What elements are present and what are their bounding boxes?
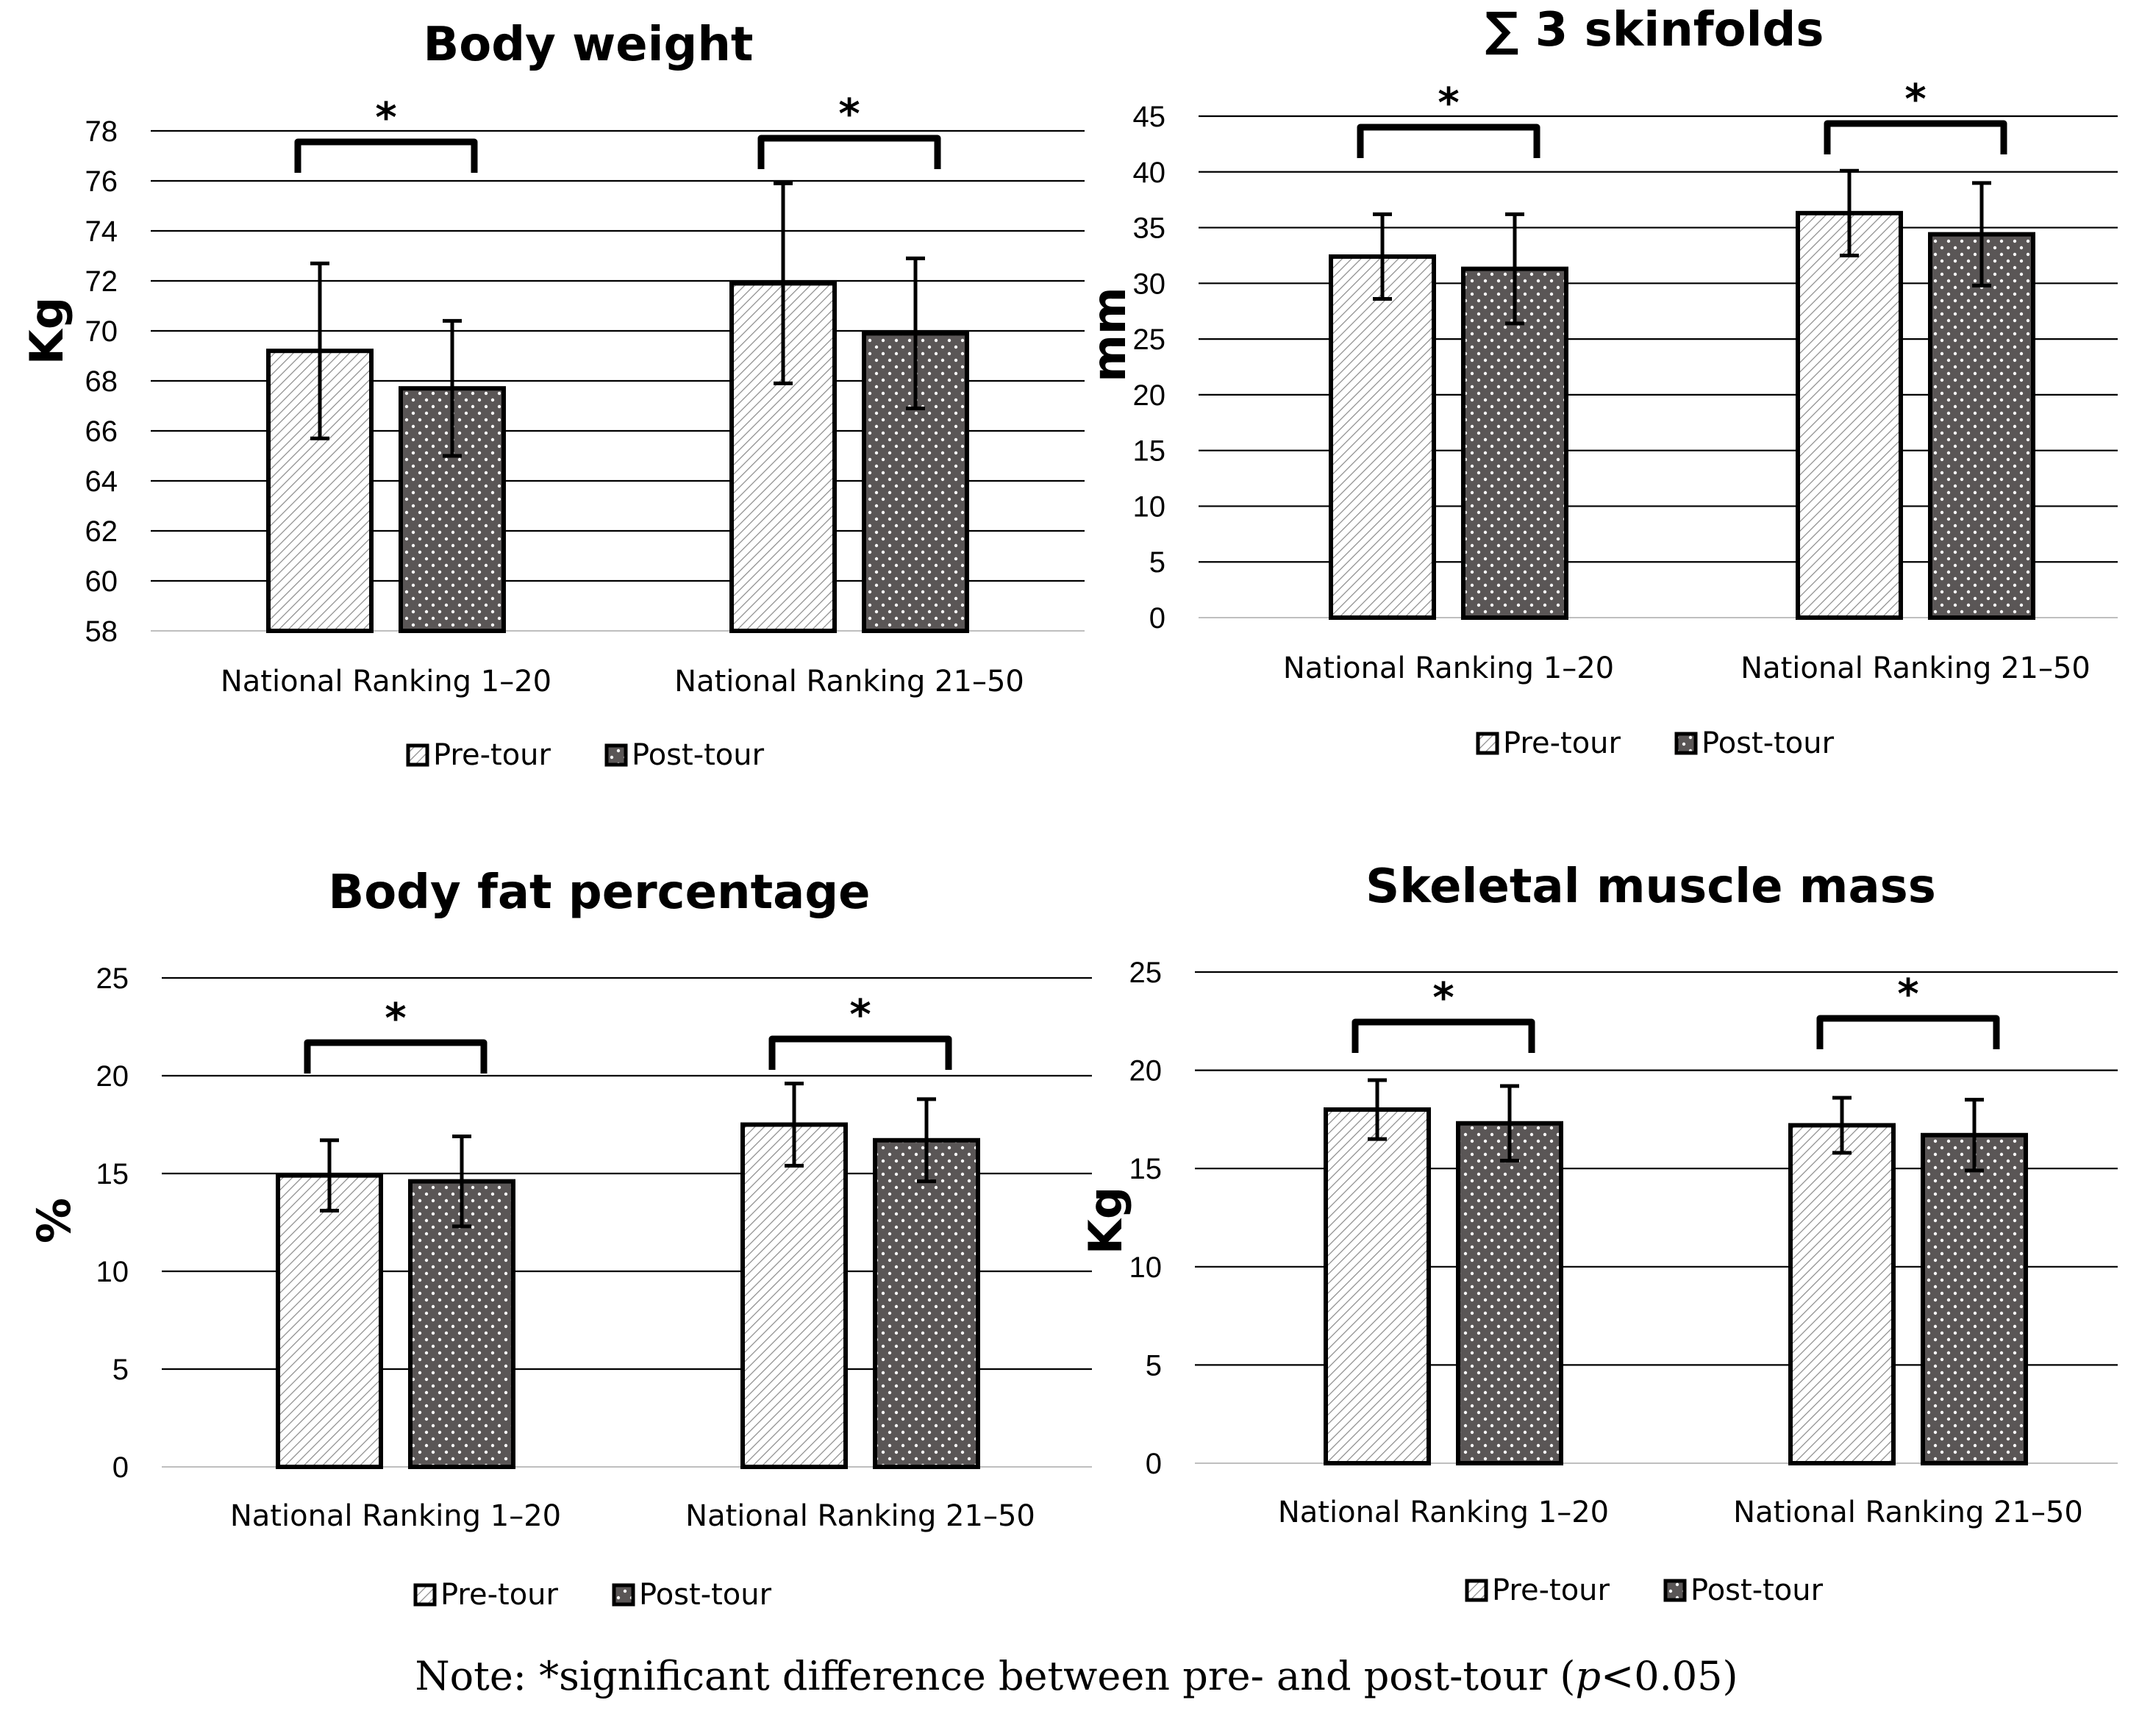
y-tick-label: 0 (113, 1451, 129, 1484)
post-tour-bar (873, 1137, 980, 1470)
y-tick-label: 30 (1133, 268, 1166, 300)
legend-swatch-post-tour (1674, 732, 1698, 755)
y-tick-label: 58 (85, 615, 118, 648)
y-tick-label: 5 (113, 1354, 129, 1386)
y-tick-label: 15 (1129, 1153, 1163, 1185)
y-axis-label: % (27, 1198, 81, 1243)
y-tick-label: 64 (85, 465, 118, 498)
legend-label-pre-tour: Pre-tour (433, 738, 551, 772)
significance-star: * (385, 995, 406, 1043)
y-tick-label: 25 (1129, 957, 1163, 989)
significance-star: * (838, 90, 860, 138)
y-tick-label: 68 (85, 365, 118, 398)
category-label: National Ranking 21–50 (1740, 651, 2090, 685)
legend-swatch-pre-tour (413, 1583, 437, 1607)
legend-label-pre-tour: Pre-tour (440, 1578, 559, 1612)
y-axis-label: Kg (1079, 1187, 1132, 1254)
y-tick-label: 10 (96, 1256, 129, 1288)
legend-swatch-post-tour (1663, 1579, 1687, 1602)
category-label: National Ranking 1–20 (230, 1499, 561, 1533)
legend-swatch-post-tour (604, 743, 628, 767)
y-tick-label: 70 (85, 315, 118, 348)
y-tick-label: 62 (85, 515, 118, 548)
y-tick-label: 25 (96, 962, 129, 995)
y-tick-label: 10 (1133, 490, 1166, 523)
y-tick-label: 20 (96, 1060, 129, 1093)
category-label: National Ranking 21–50 (1733, 1496, 2083, 1529)
chart-title-3: Skeletal muscle mass (1365, 860, 1936, 914)
significance-bracket (304, 1039, 488, 1074)
significance-bracket (1816, 1015, 2000, 1049)
y-tick-label: 25 (1133, 324, 1166, 356)
y-tick-label: 20 (1133, 379, 1166, 412)
significance-star: * (375, 94, 396, 142)
chart-title-0: Body weight (424, 18, 754, 72)
chart-title-2: Body fat percentage (328, 865, 870, 920)
legend-label-pre-tour: Pre-tour (1503, 726, 1621, 760)
pre-tour-bar (276, 1173, 383, 1470)
legend-label-post-tour: Post-tour (632, 738, 765, 772)
y-tick-label: 78 (85, 115, 118, 148)
y-tick-label: 5 (1146, 1349, 1162, 1382)
post-tour-bar (1461, 266, 1568, 620)
y-tick-label: 10 (1129, 1251, 1163, 1284)
p-value-symbol: p (1575, 1653, 1602, 1699)
category-label: National Ranking 1–20 (221, 665, 551, 699)
y-axis-label: mm (1082, 287, 1136, 382)
legend-swatch-pre-tour (1465, 1579, 1488, 1602)
pre-tour-bar (1788, 1123, 1896, 1466)
post-tour-bar (862, 331, 969, 633)
y-tick-label: 72 (85, 265, 118, 298)
category-label: National Ranking 21–50 (685, 1499, 1035, 1533)
post-tour-bar (1921, 1132, 2028, 1465)
significance-star: * (849, 991, 871, 1039)
y-tick-label: 0 (1149, 602, 1165, 635)
legend-label-post-tour: Post-tour (1702, 726, 1835, 760)
significance-star: * (1897, 971, 1918, 1018)
legend-label-post-tour: Post-tour (639, 1578, 772, 1612)
pre-tour-bar (740, 1122, 848, 1469)
y-tick-label: 66 (85, 415, 118, 448)
y-tick-label: 20 (1129, 1055, 1163, 1087)
y-tick-label: 15 (96, 1158, 129, 1190)
y-tick-label: 74 (85, 215, 118, 248)
significance-star: * (1432, 974, 1454, 1022)
figure-note: Note: *significant difference between pr… (415, 1653, 1738, 1699)
significance-bracket (1352, 1018, 1535, 1053)
category-label: National Ranking 1–20 (1278, 1496, 1609, 1529)
significance-bracket (757, 135, 941, 169)
pre-tour-bar (1329, 254, 1436, 620)
significance-star: * (1904, 76, 1926, 124)
significance-bracket (1357, 124, 1540, 158)
y-tick-label: 76 (85, 165, 118, 198)
y-tick-label: 45 (1133, 101, 1166, 133)
significance-star: * (1438, 79, 1459, 127)
post-tour-bar (1456, 1121, 1563, 1466)
post-tour-bar (408, 1179, 515, 1469)
legend-swatch-post-tour (612, 1583, 635, 1607)
pre-tour-bar (1796, 210, 1903, 620)
y-axis-label: Kg (20, 297, 74, 365)
y-tick-label: 40 (1133, 157, 1166, 189)
legend-swatch-pre-tour (1476, 732, 1499, 755)
category-label: National Ranking 21–50 (674, 665, 1024, 699)
y-tick-label: 15 (1133, 435, 1166, 468)
significance-bracket (768, 1035, 952, 1070)
y-tick-label: 60 (85, 565, 118, 598)
legend-label-post-tour: Post-tour (1690, 1574, 1824, 1607)
pre-tour-bar (1324, 1107, 1431, 1466)
y-tick-label: 0 (1146, 1448, 1162, 1480)
significance-bracket (1824, 120, 2007, 154)
y-tick-label: 5 (1149, 546, 1165, 579)
category-label: National Ranking 1–20 (1283, 651, 1614, 685)
legend-swatch-pre-tour (406, 743, 429, 767)
significance-bracket (294, 138, 478, 173)
legend-label-pre-tour: Pre-tour (1492, 1574, 1610, 1607)
chart-title-1: ∑ 3 skinfolds (1485, 3, 1824, 57)
post-tour-bar (1928, 232, 2035, 621)
y-tick-label: 35 (1133, 212, 1166, 245)
